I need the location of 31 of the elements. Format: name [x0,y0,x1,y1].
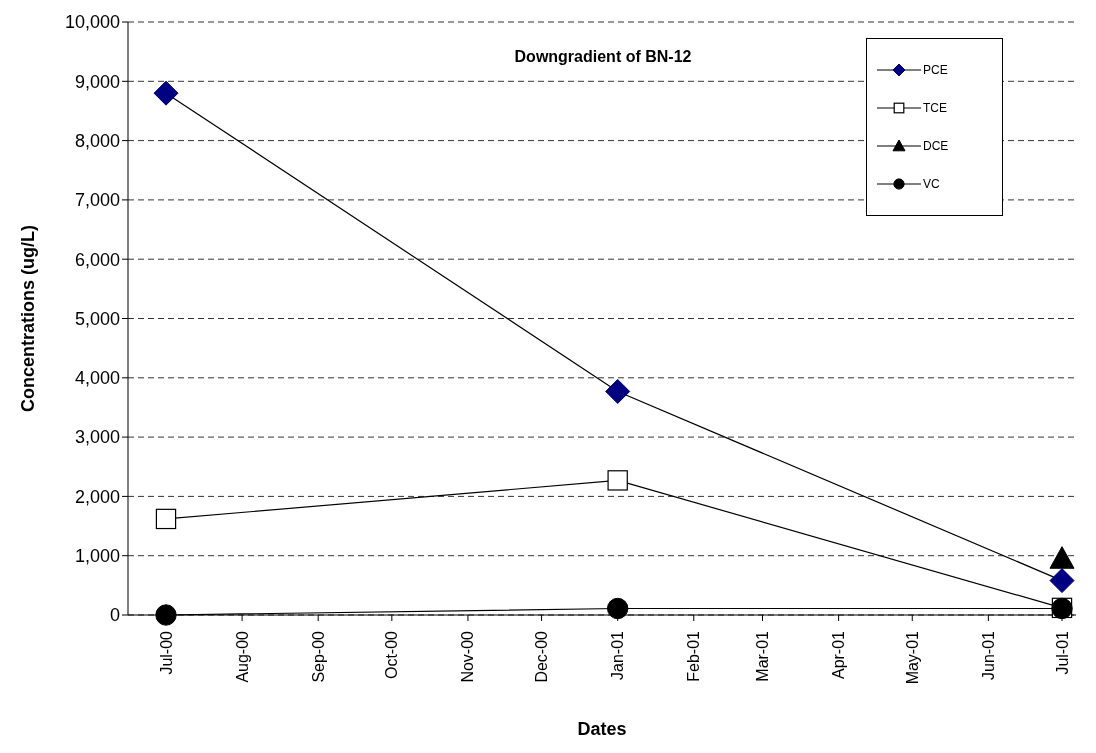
y-tick-label: 3,000 [74,427,120,448]
x-axis-title: Dates [577,719,627,739]
y-tick-label: 1,000 [74,546,120,567]
x-tick-label: May-01 [903,630,921,685]
x-tick-label: Dec-00 [533,630,551,683]
x-tick-label: Jan-01 [609,630,627,680]
legend-label: VC [923,177,940,191]
x-tick-label: Jul-01 [1053,630,1071,675]
y-tick-label: 6,000 [74,249,120,270]
y-tick-label: 10,000 [64,12,120,33]
x-tick-label: Sep-00 [309,630,327,683]
y-tick-label: 5,000 [74,308,120,329]
y-tick-label: 9,000 [74,71,120,92]
text: Downgradient of BN-12 [514,48,692,65]
legend-label: TCE [923,101,947,115]
x-tick-label: Jun-01 [979,630,997,680]
y-tick-label: 4,000 [74,368,120,389]
y-axis-title: Concentrations (ug/L) [18,225,39,412]
y-tick-label: 7,000 [74,190,120,211]
x-tick-label: Jul-00 [157,630,175,675]
y-tick-label: 2,000 [74,486,120,507]
x-tick-label: Nov-00 [459,630,477,683]
x-tick-label: Mar-01 [754,630,772,682]
legend-label: DCE [923,139,949,153]
y-tick-label: 8,000 [74,130,120,151]
x-tick-label: Oct-00 [383,630,401,680]
y-tick-label: 0 [109,605,120,626]
x-tick-label: Feb-01 [685,630,703,682]
legend-label: PCE [923,63,948,77]
x-tick-label: Apr-01 [830,630,848,680]
x-tick-label: Aug-00 [233,630,251,683]
